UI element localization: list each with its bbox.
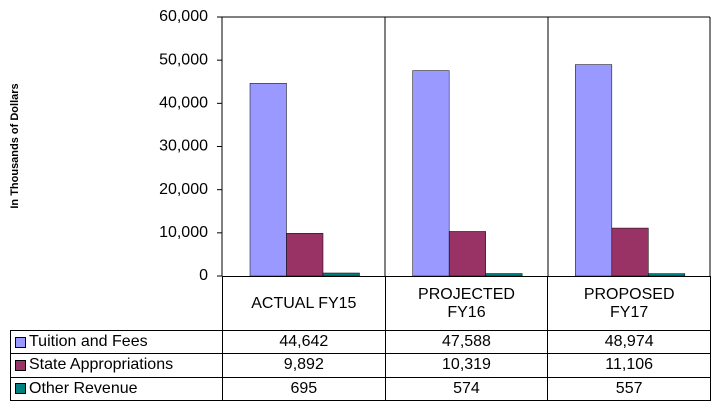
data-label: 574 bbox=[384, 376, 549, 401]
y-tick-label: 10,000 bbox=[159, 224, 208, 241]
bar bbox=[286, 233, 324, 277]
legend-cell: Other Revenue bbox=[10, 376, 223, 401]
data-label: 44,642 bbox=[222, 330, 386, 355]
y-tick-label: 20,000 bbox=[159, 181, 208, 198]
data-label: 10,319 bbox=[384, 353, 549, 378]
data-label: 11,106 bbox=[547, 353, 711, 378]
y-tick-label: 0 bbox=[199, 267, 208, 284]
x-tick-label: ACTUAL FY15 bbox=[251, 294, 357, 312]
x-tick-label: PROPOSED FY17 bbox=[583, 285, 675, 321]
data-label: 48,974 bbox=[547, 330, 711, 355]
bar bbox=[249, 83, 287, 277]
data-label: 695 bbox=[222, 376, 386, 401]
y-tick-label: 50,000 bbox=[159, 51, 208, 68]
legend-label: Tuition and Fees bbox=[29, 333, 148, 351]
y-tick-label: 30,000 bbox=[159, 138, 208, 155]
legend-label: State Appropriations bbox=[29, 356, 174, 374]
bar bbox=[322, 272, 360, 277]
category-cell: ACTUAL FY15 bbox=[222, 276, 386, 331]
legend-label: Other Revenue bbox=[29, 379, 138, 397]
legend-cell: State Appropriations bbox=[10, 353, 223, 378]
category-cell: PROJECTED FY16 bbox=[384, 276, 549, 331]
data-label: 557 bbox=[547, 376, 711, 401]
bar bbox=[648, 273, 686, 277]
legend-key bbox=[15, 383, 26, 395]
legend-key bbox=[15, 336, 26, 348]
bar bbox=[448, 231, 486, 277]
legend-cell: Tuition and Fees bbox=[10, 330, 223, 355]
data-label: 47,588 bbox=[384, 330, 549, 355]
y-tick-label: 60,000 bbox=[159, 8, 208, 25]
legend-key bbox=[15, 359, 26, 371]
bar bbox=[611, 227, 649, 277]
y-tick-label: 40,000 bbox=[159, 95, 208, 112]
x-tick-label: PROJECTED FY16 bbox=[418, 285, 515, 321]
y-axis-label: In Thousands of Dollars bbox=[9, 83, 21, 208]
bar bbox=[575, 64, 613, 277]
bar bbox=[412, 70, 450, 277]
data-label: 9,892 bbox=[222, 353, 386, 378]
category-cell: PROPOSED FY17 bbox=[547, 276, 711, 331]
